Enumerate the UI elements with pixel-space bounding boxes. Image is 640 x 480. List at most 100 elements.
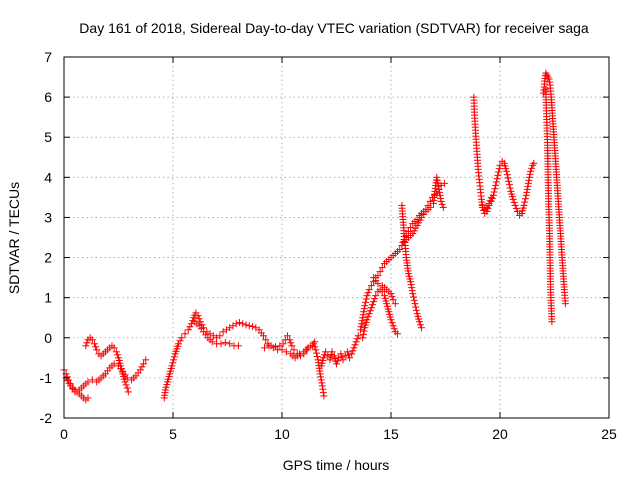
data-point bbox=[378, 264, 386, 272]
data-point bbox=[290, 346, 298, 354]
data-point bbox=[374, 272, 382, 280]
y-tick-label: 3 bbox=[44, 209, 52, 225]
data-point bbox=[528, 164, 536, 172]
data-point bbox=[433, 176, 441, 184]
data-point bbox=[365, 286, 373, 294]
data-point bbox=[93, 346, 101, 354]
data-point bbox=[410, 293, 418, 301]
data-point bbox=[286, 336, 294, 344]
data-point bbox=[279, 340, 287, 348]
data-point bbox=[408, 284, 416, 292]
data-point bbox=[124, 388, 132, 396]
data-point bbox=[195, 315, 203, 323]
data-point bbox=[337, 350, 345, 358]
data-point bbox=[394, 330, 402, 338]
data-point bbox=[366, 307, 374, 315]
data-point bbox=[364, 289, 372, 297]
data-point bbox=[407, 278, 415, 286]
data-point bbox=[92, 343, 100, 351]
data-point bbox=[333, 360, 340, 368]
data-point bbox=[525, 176, 533, 184]
x-tick-label: 0 bbox=[60, 426, 68, 442]
data-point bbox=[318, 379, 326, 387]
data-point bbox=[418, 324, 426, 332]
data-point bbox=[121, 378, 129, 386]
data-point bbox=[408, 287, 416, 295]
x-tick-label: 25 bbox=[601, 426, 617, 442]
data-point bbox=[278, 346, 286, 354]
data-point bbox=[328, 348, 336, 356]
data-point bbox=[438, 200, 446, 208]
data-point bbox=[415, 318, 423, 326]
data-point bbox=[410, 296, 418, 304]
data-point bbox=[354, 332, 362, 340]
x-tick-label: 15 bbox=[383, 426, 399, 442]
data-point bbox=[413, 215, 421, 223]
data-point bbox=[388, 319, 396, 327]
data-point bbox=[168, 362, 176, 370]
grid bbox=[64, 57, 609, 418]
data-point bbox=[365, 310, 373, 318]
data-point bbox=[363, 316, 371, 324]
x-tick-label: 20 bbox=[492, 426, 508, 442]
data-point bbox=[311, 338, 319, 346]
data-point bbox=[295, 350, 303, 358]
data-point bbox=[487, 193, 495, 201]
data-point bbox=[505, 181, 513, 189]
data-point bbox=[317, 373, 325, 381]
data-point bbox=[520, 201, 528, 209]
data-point bbox=[123, 384, 131, 392]
data-point bbox=[318, 382, 326, 390]
data-point bbox=[545, 75, 553, 83]
data-point bbox=[362, 298, 370, 306]
y-tick-label: -2 bbox=[40, 410, 53, 426]
y-axis-label: SDTVAR / TECUs bbox=[6, 182, 22, 294]
data-point bbox=[525, 173, 533, 181]
data-point bbox=[412, 303, 420, 311]
data-point bbox=[194, 312, 202, 320]
data-point bbox=[521, 195, 529, 203]
data-point bbox=[136, 366, 144, 374]
data-point bbox=[359, 330, 367, 338]
data-point bbox=[174, 340, 182, 348]
data-point bbox=[184, 326, 192, 334]
data-point bbox=[439, 203, 447, 211]
data-point bbox=[527, 167, 535, 175]
data-point bbox=[357, 323, 365, 331]
data-point bbox=[362, 295, 370, 303]
data-point bbox=[374, 280, 382, 288]
data-point bbox=[396, 246, 404, 254]
data-point bbox=[358, 317, 366, 325]
data-point bbox=[170, 353, 178, 361]
data-point bbox=[485, 199, 493, 207]
data-point bbox=[479, 201, 487, 209]
data-point bbox=[512, 204, 520, 212]
y-tick-label: 1 bbox=[44, 290, 52, 306]
data-point bbox=[504, 174, 512, 182]
data-point bbox=[71, 388, 79, 396]
data-point bbox=[349, 347, 357, 355]
data-point bbox=[335, 354, 343, 362]
data-point bbox=[376, 268, 384, 276]
data-point bbox=[387, 290, 395, 298]
data-point bbox=[122, 381, 130, 389]
data-point bbox=[317, 376, 325, 384]
data-point bbox=[359, 334, 367, 342]
data-point bbox=[494, 171, 502, 179]
data-point bbox=[217, 340, 225, 348]
data-point bbox=[140, 360, 148, 368]
data-point bbox=[361, 302, 369, 310]
data-point bbox=[232, 320, 240, 328]
data-point bbox=[346, 354, 354, 362]
data-point bbox=[495, 165, 503, 173]
data-point bbox=[521, 198, 529, 206]
data-point bbox=[546, 78, 554, 86]
data-point bbox=[378, 288, 386, 296]
data-point bbox=[316, 370, 324, 378]
data-point bbox=[435, 185, 443, 193]
data-point bbox=[493, 175, 501, 183]
data-point bbox=[426, 203, 434, 211]
data-point bbox=[287, 339, 295, 347]
x-tick-labels: 0 5 10 15 20 25 bbox=[60, 426, 617, 442]
data-point bbox=[480, 206, 488, 214]
